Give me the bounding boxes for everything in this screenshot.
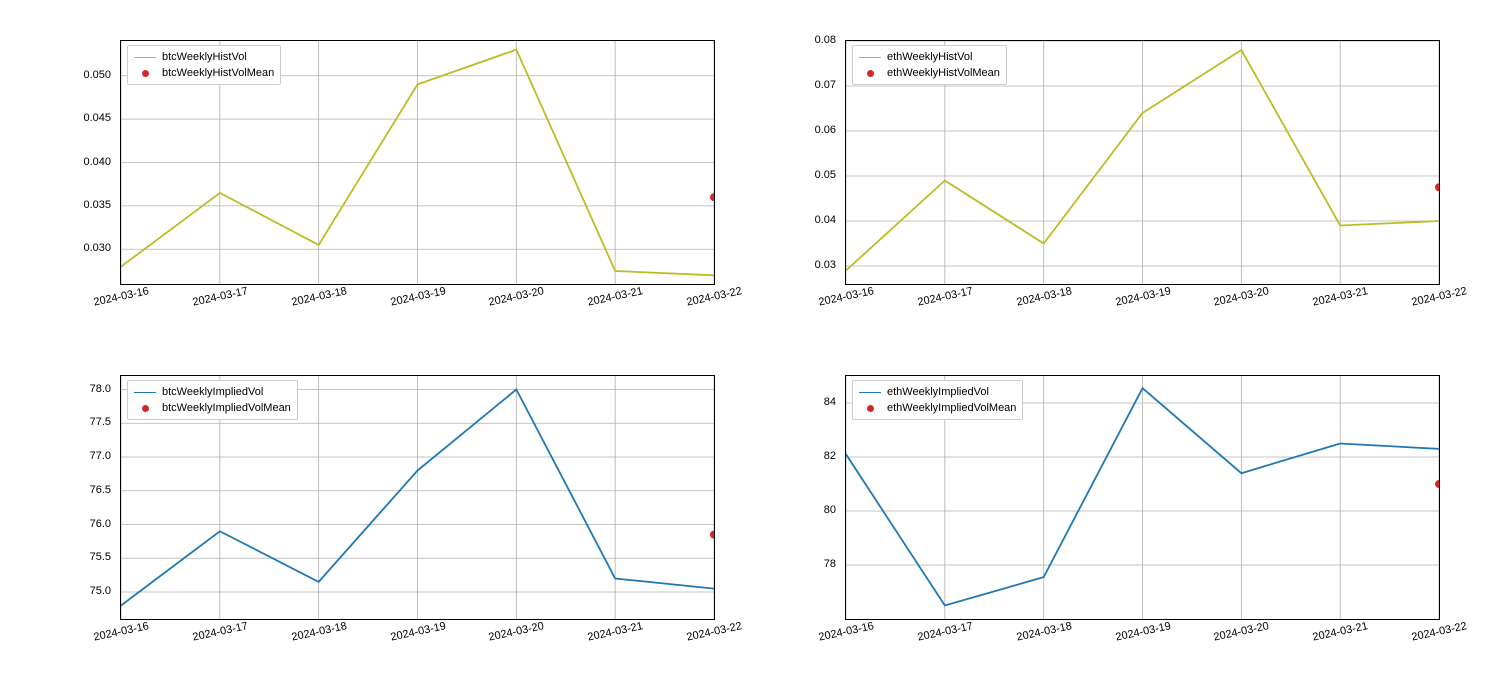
ytick-label: 0.035: [83, 199, 111, 211]
plot-btc-impl: btcWeeklyImpliedVol btcWeeklyImpliedVolM…: [120, 375, 715, 620]
xticks-eth-impl: 2024-03-162024-03-172024-03-182024-03-19…: [845, 622, 1440, 650]
yticks-btc-hist: 0.030 0.035 0.040 0.045 0.050: [60, 40, 115, 285]
xticks-eth-hist: 2024-03-162024-03-172024-03-182024-03-19…: [845, 287, 1440, 315]
ytick-label: 75.5: [90, 551, 111, 563]
ytick-label: 75.0: [90, 585, 111, 597]
ytick-label: 78: [824, 558, 836, 570]
legend-row-series: btcWeeklyHistVol: [134, 49, 274, 65]
legend-row-series: btcWeeklyImpliedVol: [134, 384, 291, 400]
ytick-label: 0.05: [815, 169, 836, 181]
legend-series-label: ethWeeklyHistVol: [887, 51, 972, 63]
xtick-label: 2024-03-18: [290, 285, 348, 308]
legend-eth-hist: ethWeeklyHistVol ethWeeklyHistVolMean: [852, 45, 1007, 85]
xtick-label: 2024-03-17: [916, 285, 974, 308]
panel-btc-impl: 75.0 75.5 76.0 76.5 77.0 77.5 78.0 btcWeeklyIm…: [60, 375, 715, 650]
xtick-label: 2024-03-19: [389, 285, 447, 308]
ytick-label: 0.04: [815, 214, 836, 226]
xtick-label: 2024-03-20: [1213, 285, 1271, 308]
ytick-label: 0.08: [815, 34, 836, 46]
ytick-label: 80: [824, 504, 836, 516]
legend-line-icon: [134, 57, 156, 58]
legend-row-mean: ethWeeklyImpliedVolMean: [859, 400, 1016, 416]
ytick-label: 76.0: [90, 518, 111, 530]
legend-row-series: ethWeeklyHistVol: [859, 49, 1000, 65]
ytick-label: 0.045: [83, 112, 111, 124]
legend-dot-icon: [859, 70, 881, 77]
xtick-label: 2024-03-16: [92, 620, 150, 643]
xtick-label: 2024-03-19: [389, 620, 447, 643]
xtick-label: 2024-03-19: [1114, 285, 1172, 308]
xticks-btc-hist: 2024-03-162024-03-172024-03-182024-03-19…: [120, 287, 715, 315]
xtick-label: 2024-03-22: [685, 620, 743, 643]
legend-btc-hist: btcWeeklyHistVol btcWeeklyHistVolMean: [127, 45, 281, 85]
legend-row-mean: ethWeeklyHistVolMean: [859, 65, 1000, 81]
xtick-label: 2024-03-22: [1410, 620, 1468, 643]
xtick-label: 2024-03-20: [488, 620, 546, 643]
ytick-label: 0.040: [83, 156, 111, 168]
plot-eth-impl: ethWeeklyImpliedVol ethWeeklyImpliedVolM…: [845, 375, 1440, 620]
xtick-label: 2024-03-17: [191, 620, 249, 643]
xtick-label: 2024-03-18: [290, 620, 348, 643]
legend-series-label: ethWeeklyImpliedVol: [887, 386, 989, 398]
yticks-btc-impl: 75.0 75.5 76.0 76.5 77.0 77.5 78.0: [60, 375, 115, 620]
xtick-label: 2024-03-21: [587, 285, 645, 308]
xtick-label: 2024-03-18: [1015, 285, 1073, 308]
legend-mean-label: ethWeeklyImpliedVolMean: [887, 402, 1016, 414]
legend-series-label: btcWeeklyHistVol: [162, 51, 247, 63]
ytick-label: 77.5: [90, 416, 111, 428]
ytick-label: 0.050: [83, 69, 111, 81]
legend-row-mean: btcWeeklyImpliedVolMean: [134, 400, 291, 416]
xtick-label: 2024-03-18: [1015, 620, 1073, 643]
legend-btc-impl: btcWeeklyImpliedVol btcWeeklyImpliedVolM…: [127, 380, 298, 420]
ytick-label: 0.03: [815, 259, 836, 271]
xtick-label: 2024-03-19: [1114, 620, 1172, 643]
xticks-btc-impl: 2024-03-162024-03-172024-03-182024-03-19…: [120, 622, 715, 650]
ytick-label: 84: [824, 396, 836, 408]
xtick-label: 2024-03-21: [1312, 285, 1370, 308]
xtick-label: 2024-03-20: [1213, 620, 1271, 643]
xtick-label: 2024-03-16: [817, 285, 875, 308]
xtick-label: 2024-03-16: [92, 285, 150, 308]
ytick-label: 82: [824, 450, 836, 462]
plot-eth-hist: ethWeeklyHistVol ethWeeklyHistVolMean: [845, 40, 1440, 285]
legend-line-icon: [859, 392, 881, 393]
yticks-eth-hist: 0.030.040.050.060.070.08: [785, 40, 840, 285]
ytick-label: 0.030: [83, 242, 111, 254]
xtick-label: 2024-03-17: [916, 620, 974, 643]
xtick-label: 2024-03-20: [488, 285, 546, 308]
xtick-label: 2024-03-17: [191, 285, 249, 308]
ytick-label: 77.0: [90, 450, 111, 462]
panel-btc-hist: 0.030 0.035 0.040 0.045 0.050 btcWeeklyHistV…: [60, 40, 715, 315]
chart-grid: 0.030 0.035 0.040 0.045 0.050 btcWeeklyHistV…: [0, 0, 1500, 700]
legend-mean-label: btcWeeklyImpliedVolMean: [162, 402, 291, 414]
ytick-label: 76.5: [90, 484, 111, 496]
legend-row-series: ethWeeklyImpliedVol: [859, 384, 1016, 400]
legend-eth-impl: ethWeeklyImpliedVol ethWeeklyImpliedVolM…: [852, 380, 1023, 420]
plot-btc-hist: btcWeeklyHistVol btcWeeklyHistVolMean: [120, 40, 715, 285]
xtick-label: 2024-03-21: [587, 620, 645, 643]
panel-eth-hist: 0.030.040.050.060.070.08 ethWeeklyHistVo…: [785, 40, 1440, 315]
legend-dot-icon: [134, 405, 156, 412]
legend-mean-label: ethWeeklyHistVolMean: [887, 67, 1000, 79]
ytick-label: 0.07: [815, 79, 836, 91]
ytick-label: 0.06: [815, 124, 836, 136]
legend-row-mean: btcWeeklyHistVolMean: [134, 65, 274, 81]
legend-series-label: btcWeeklyImpliedVol: [162, 386, 263, 398]
legend-mean-label: btcWeeklyHistVolMean: [162, 67, 274, 79]
xtick-label: 2024-03-21: [1312, 620, 1370, 643]
yticks-eth-impl: 78 80 82 84: [785, 375, 840, 620]
panel-eth-impl: 78 80 82 84 ethWeeklyImpliedVol ethWeeklyIm…: [785, 375, 1440, 650]
xtick-label: 2024-03-22: [685, 285, 743, 308]
legend-line-icon: [134, 392, 156, 393]
legend-dot-icon: [134, 70, 156, 77]
xtick-label: 2024-03-22: [1410, 285, 1468, 308]
legend-dot-icon: [859, 405, 881, 412]
legend-line-icon: [859, 57, 881, 58]
ytick-label: 78.0: [90, 383, 111, 395]
xtick-label: 2024-03-16: [817, 620, 875, 643]
